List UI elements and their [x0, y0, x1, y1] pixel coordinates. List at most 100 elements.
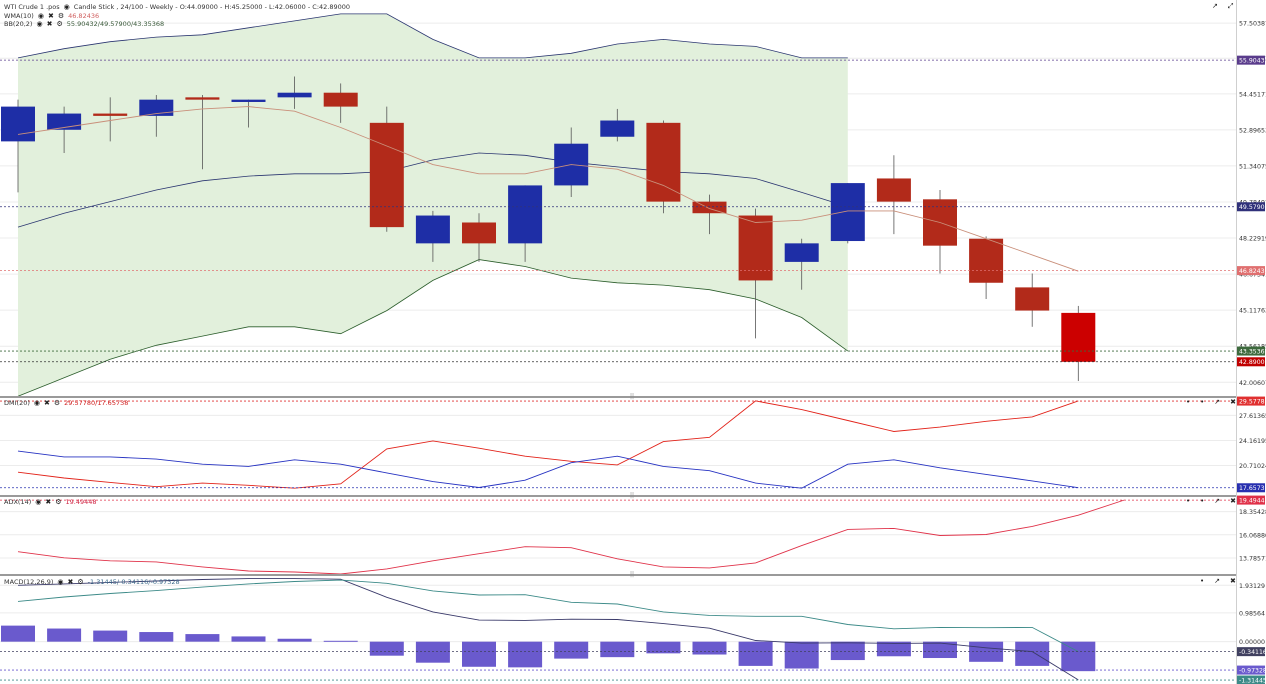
maximize-icon[interactable]: ⤢: [1227, 2, 1234, 10]
price-tag: [1237, 202, 1265, 212]
macd-panel-toolbar: • ↗ ✖: [1200, 577, 1236, 585]
macd-histogram-bar: [139, 632, 174, 642]
close-icon[interactable]: ✖: [1230, 497, 1237, 505]
bb-value: 55.90432/49.57900/43.35368: [66, 20, 165, 28]
candle-body: [1, 106, 35, 142]
candle-description: Candle Stick , 24/100 - Weekly - O:44.09…: [73, 3, 351, 11]
candle-body: [139, 99, 174, 116]
dmi-panel-header: DMI(20) ◉ ✖ ⚙ 29.57780/17.65738: [4, 399, 128, 407]
panel-splitter[interactable]: [0, 574, 1236, 576]
adx-value: 19.49448: [65, 498, 97, 506]
panel-up-icon[interactable]: •: [1186, 497, 1191, 505]
panel-down-icon[interactable]: •: [1200, 497, 1205, 505]
adx-panel-header: ADX(14) ◉ ✖ ⚙ 19.49448: [4, 498, 97, 506]
gear-icon[interactable]: ⚙: [53, 399, 61, 407]
y-tick-label: 54.45171: [1239, 91, 1266, 98]
candle-body: [508, 185, 543, 244]
eye-icon[interactable]: ◉: [33, 399, 40, 407]
adx-label: ADX(14): [4, 498, 32, 506]
bollinger-mid-line: [17, 152, 848, 228]
macd-histogram-bar: [692, 641, 727, 655]
dmi-panel-toolbar: • • ↗ ✖: [1186, 398, 1236, 406]
price-tag: [1237, 266, 1265, 276]
price-tag: [1237, 665, 1265, 675]
y-tick-label: 42.00607: [1239, 380, 1266, 387]
y-tick-label: 27.61365: [1239, 413, 1266, 420]
close-icon[interactable]: ✖: [47, 12, 54, 20]
instrument-title: WTI Crude 1 .pos: [4, 3, 60, 11]
candle-body: [692, 201, 727, 214]
macd-histogram-bar: [830, 641, 865, 661]
gear-icon[interactable]: ⚙: [77, 578, 84, 586]
candle-body: [415, 215, 450, 244]
macd-label: MACD(12,26,9): [4, 578, 54, 586]
gear-icon[interactable]: ⚙: [57, 12, 65, 20]
eye-icon[interactable]: ◉: [35, 498, 42, 506]
y-tick-label: 45.11763: [1239, 308, 1266, 315]
macd-histogram-bar: [231, 636, 266, 642]
expand-icon[interactable]: ↗: [1214, 398, 1221, 406]
macd-histogram-bar: [600, 641, 635, 658]
candle-body: [1015, 287, 1050, 311]
close-icon[interactable]: ✖: [67, 578, 74, 586]
price-tag-label: 19.49448: [1239, 497, 1266, 504]
expand-icon[interactable]: ↗: [1212, 2, 1218, 10]
expand-icon[interactable]: ↗: [1214, 497, 1221, 505]
eye-icon[interactable]: ◉: [63, 3, 70, 11]
main-panel-header: WTI Crude 1 .pos ◉ Candle Stick , 24/100…: [4, 3, 350, 11]
candle-body: [646, 122, 681, 202]
panel-down-icon[interactable]: •: [1200, 398, 1205, 406]
macd-histogram-bar: [462, 641, 496, 667]
price-tag-label: 55.90432: [1239, 58, 1266, 65]
macd-histogram-bar: [876, 641, 911, 657]
splitter-grip-icon[interactable]: ||: [630, 492, 635, 499]
panel-splitter[interactable]: [0, 396, 1236, 398]
splitter-grip-icon[interactable]: ||: [630, 571, 635, 578]
gear-icon[interactable]: ⚙: [55, 498, 62, 506]
panel-splitter[interactable]: [0, 495, 1236, 497]
adx-line: [17, 499, 1125, 575]
macd-signal-line: [17, 579, 1079, 652]
bollinger-upper-line: [17, 13, 848, 59]
wma-label: WMA(10): [4, 12, 34, 20]
macd-histogram-bar: [47, 628, 82, 642]
macd-histogram-bar: [185, 634, 220, 642]
dmi-value: 29.57780/17.65738: [64, 399, 129, 407]
macd-histogram-bar: [923, 641, 957, 659]
macd-histogram-bar: [323, 640, 358, 642]
bb-legend: BB(20,2) ◉ ✖ ⚙ 55.90432/49.57900/43.3536…: [4, 20, 164, 28]
wma-line: [17, 106, 1079, 272]
eye-icon[interactable]: ◉: [37, 12, 44, 20]
macd-histogram-bar: [369, 641, 404, 656]
eye-icon[interactable]: ◉: [57, 578, 64, 586]
eye-icon[interactable]: ◉: [36, 20, 43, 28]
y-tick-label: 24.16195: [1239, 438, 1266, 445]
candle-body: [231, 99, 266, 102]
price-tag-label: 42.89000: [1239, 359, 1266, 366]
macd-histogram-bar: [93, 630, 128, 642]
candle-body: [277, 92, 312, 98]
close-icon[interactable]: ✖: [1230, 398, 1237, 406]
close-icon[interactable]: ✖: [43, 399, 50, 407]
splitter-grip-icon[interactable]: ||: [630, 393, 635, 400]
gear-icon[interactable]: ⚙: [56, 20, 63, 28]
panel-up-icon[interactable]: •: [1186, 398, 1191, 406]
close-icon[interactable]: ✖: [45, 498, 52, 506]
expand-icon[interactable]: ↗: [1214, 577, 1221, 585]
macd-histogram-bar: [554, 641, 589, 659]
close-icon[interactable]: ✖: [46, 20, 53, 28]
price-tag-label: -0.97328: [1239, 667, 1266, 674]
macd-histogram-bar: [784, 641, 819, 669]
price-tag-label: 43.35368: [1239, 348, 1266, 355]
close-icon[interactable]: ✖: [1230, 577, 1236, 585]
y-tick-label: 52.89653: [1239, 127, 1266, 134]
panel-up-icon[interactable]: •: [1200, 577, 1205, 585]
price-tag: [1237, 483, 1265, 493]
macd-histogram-bar: [1015, 641, 1050, 666]
dmi-label: DMI(20): [4, 399, 30, 407]
main-panel-toolbar: ↗ ⤢: [1212, 2, 1233, 11]
y-tick-label: 16.06880: [1239, 532, 1266, 539]
